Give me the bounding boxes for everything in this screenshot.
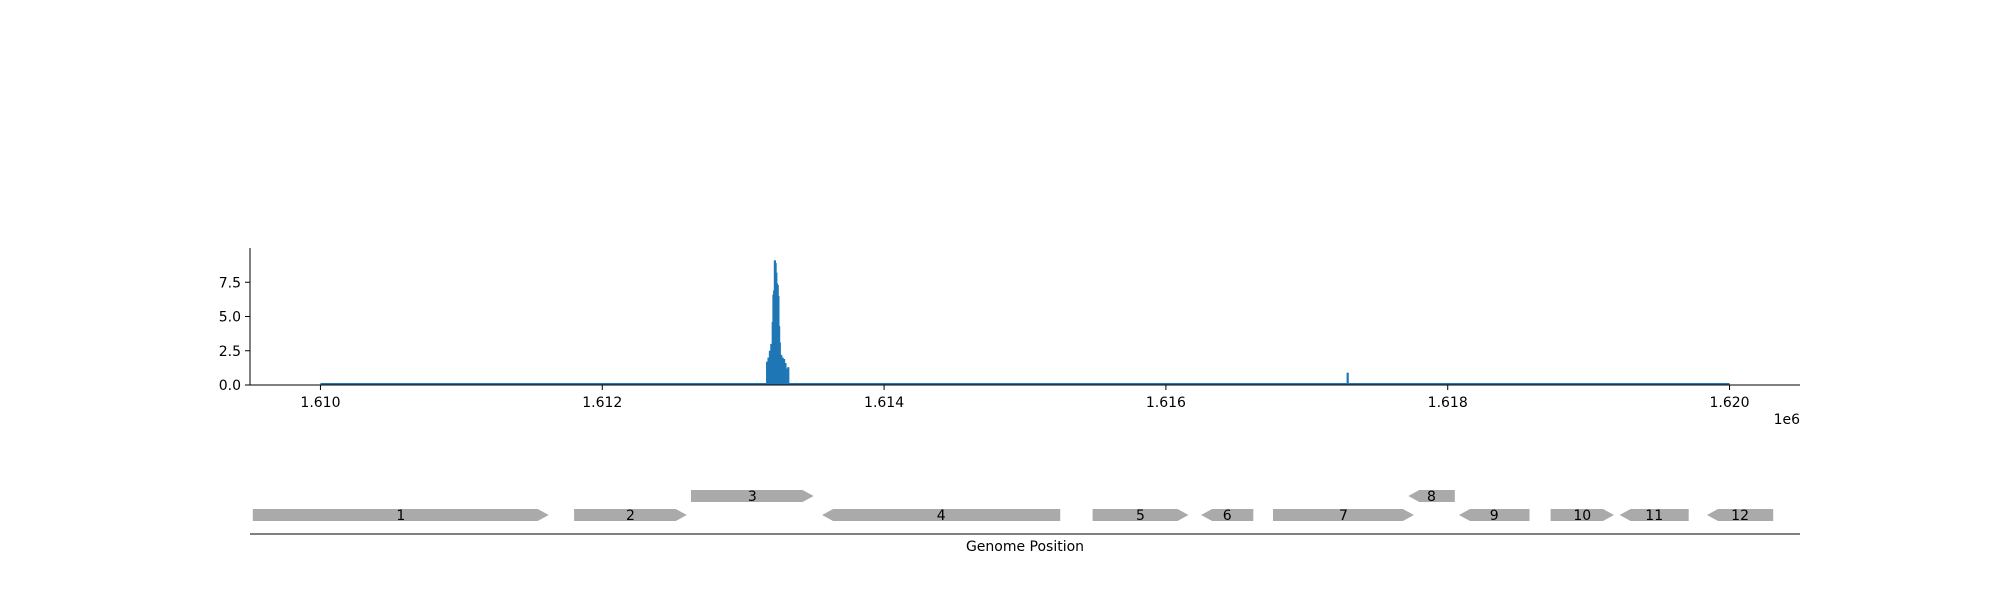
x-tick-label: 1.616 [1146,395,1186,411]
gene-arrow-shape [1273,509,1414,521]
gene-arrow: 5 [1092,508,1189,524]
gene-arrow-shape [822,509,1061,521]
gene-label: 5 [1136,508,1145,524]
x-tick-label: 1.614 [864,395,904,411]
gene-arrow-shape [691,490,814,502]
x-axis-offset-label: 1e6 [1774,412,1801,428]
x-tick-label: 1.618 [1428,395,1468,411]
coverage-bar [767,357,770,385]
gene-arrow: 10 [1550,508,1614,524]
gene-arrows: 1 234 5 6 789 10 11 12 [252,489,1774,524]
gene-label: 10 [1573,508,1591,524]
gene-arrow: 9 [1459,508,1530,524]
coverage-bar [784,363,787,385]
y-tick-label: 5.0 [219,310,241,326]
gene-arrow-shape [1092,509,1189,521]
gene-arrow-shape [1550,509,1614,521]
gene-label: 1 [396,508,405,524]
x-tick-label: 1.620 [1709,395,1749,411]
coverage-bar [780,354,783,385]
gene-label: 8 [1427,489,1436,505]
coverage-bar [766,361,769,385]
coverage-bar [768,350,772,385]
gene-arrow: 3 [691,489,814,505]
gene-arrow: 8 [1408,489,1455,505]
gene-label: 12 [1731,508,1749,524]
gene-label: 7 [1339,508,1348,524]
coverage-bar [785,368,788,385]
coverage-bar [781,357,784,385]
gene-arrow-shape [1201,509,1254,521]
gene-label: 4 [937,508,946,524]
coverage-bar [782,358,786,385]
gene-arrow: 12 [1707,508,1774,524]
gene-arrow-shape [1459,509,1530,521]
gene-arrow-shape [252,509,549,521]
y-tick-label: 0.0 [219,378,241,394]
y-tick-label: 2.5 [219,344,241,360]
coverage-bar [1346,372,1349,385]
y-tick-label: 7.5 [219,275,241,291]
y-axis-ticks: 0.0 2.5 5.0 7.5 [219,275,250,394]
coverage-bars [766,260,1349,385]
gene-arrow: 4 [822,508,1061,524]
gene-arrow-shape [1619,509,1689,521]
coverage-plot: 0.02.55.07.5 1.610 1.612 1.614 1.616 1.618 1.… [219,248,1800,428]
gene-label: 6 [1223,508,1232,524]
gene-arrow: 11 [1619,508,1689,524]
gene-label: 3 [748,489,757,505]
x-axis-title: Genome Position [966,539,1084,555]
gene-arrow: 7 [1273,508,1414,524]
gene-arrow: 2 [574,508,687,524]
x-axis-ticks: 1.610 1.612 1.614 1.616 1.618 1.620 [300,385,1750,411]
gene-map: 1 234 5 6 789 10 11 12 Genome Position [250,489,1800,555]
gene-label: 11 [1645,508,1663,524]
coverage-bar [770,343,773,385]
gene-arrow-shape [1408,490,1455,502]
coverage-bar [778,342,781,385]
gene-arrow-shape [574,509,687,521]
gene-label: 9 [1490,508,1499,524]
gene-arrow-shape [1707,509,1774,521]
x-tick-label: 1.610 [300,395,340,411]
x-tick-label: 1.612 [582,395,622,411]
gene-arrow: 1 [252,508,549,524]
gene-label: 2 [626,508,635,524]
gene-arrow: 6 [1201,508,1254,524]
coverage-bar [787,367,790,385]
